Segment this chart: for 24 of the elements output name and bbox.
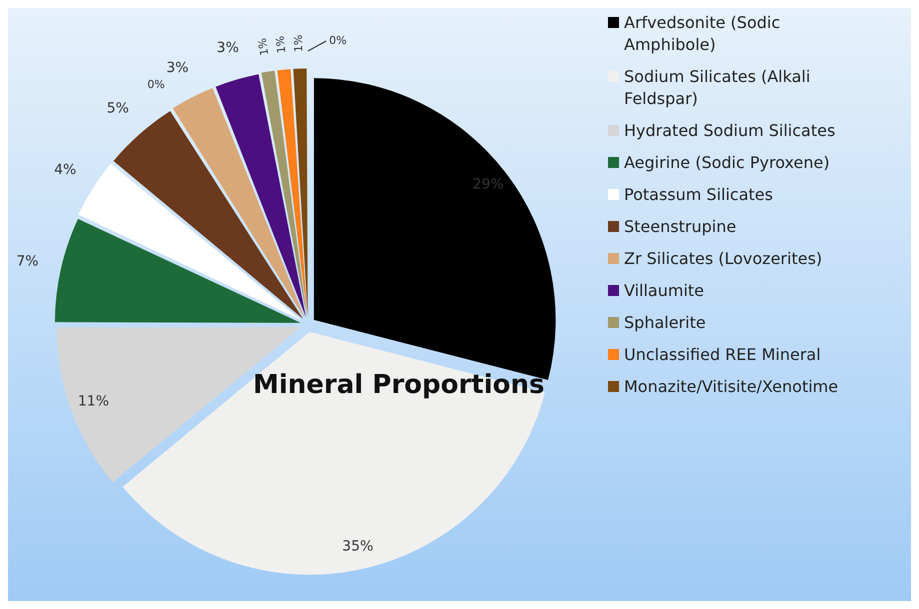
legend-label: Arfvedsonite (Sodic Amphibole) [624,12,782,56]
data-label: 7% [16,253,39,270]
legend-label: Sodium Silicates (Alkali Feldspar) [624,66,812,110]
legend-label: Hydrated Sodium Silicates [624,120,836,142]
data-label: 3% [216,40,239,56]
legend-label: Steenstrupine [624,216,736,238]
text: 0% [147,78,165,91]
data-label: 35% [342,538,374,555]
data-label: 3% [166,60,189,76]
text: Mineral Proportions [253,370,544,400]
text: 0% [329,34,347,47]
data-label: 1% [256,37,272,56]
legend-label: Zr Silicates (Lovozerites) [624,248,822,270]
legend-label: Monazite/Vitisite/Xenotime [624,376,838,398]
data-label: 1% [274,35,288,54]
data-label: 5% [106,100,129,116]
legend-label: Potassum Silicates [624,184,773,206]
data-label: 4% [54,162,76,178]
data-label: 11% [78,393,110,410]
data-label: 1% [292,34,306,52]
legend-label: Unclassified REE Mineral [624,344,821,366]
legend-label: Villaumite [624,280,704,302]
legend-label: Aegirine (Sodic Pyroxene) [624,152,830,174]
legend-label: Sphalerite [624,312,706,334]
